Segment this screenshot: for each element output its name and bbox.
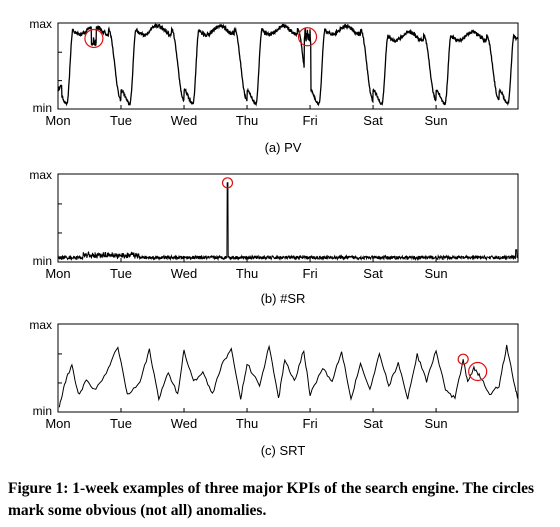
anomaly-circle <box>297 27 318 47</box>
plot-frame <box>57 173 519 263</box>
anomaly-circle <box>468 361 488 382</box>
x-tick-label: Sun <box>425 113 448 128</box>
x-tick-label: Fri <box>302 113 317 128</box>
x-tick-label: Mon <box>45 266 70 281</box>
x-tick-label: Tue <box>110 266 132 281</box>
x-tick-label: Thu <box>236 266 258 281</box>
x-tick-label: Sun <box>425 416 448 431</box>
x-tick-label: Mon <box>45 416 70 431</box>
x-tick-label: Sun <box>425 266 448 281</box>
plot-frame <box>57 323 519 413</box>
x-tick-label: Fri <box>302 416 317 431</box>
y-tick-label-min: min <box>33 254 52 268</box>
plot-frame <box>57 22 519 110</box>
x-tick-label: Wed <box>171 416 198 431</box>
panel-title: (a) PV <box>265 140 302 155</box>
series-line-srt <box>58 344 519 408</box>
x-tick-label: Mon <box>45 113 70 128</box>
series-line-sr <box>57 182 519 262</box>
x-tick-label: Tue <box>110 416 132 431</box>
panel-title: (b) #SR <box>261 291 306 306</box>
x-tick-label: Thu <box>236 113 258 128</box>
panel-title: (c) SRT <box>261 443 306 458</box>
x-tick-label: Fri <box>302 266 317 281</box>
figure-caption: Figure 1: 1-week examples of three major… <box>8 480 535 519</box>
x-tick-label: Sat <box>363 416 383 431</box>
anomaly-circle <box>457 353 469 365</box>
y-tick-label-max: max <box>29 17 52 31</box>
x-tick-label: Wed <box>171 113 198 128</box>
series-line-pv <box>57 23 519 107</box>
y-tick-label-max: max <box>29 318 52 332</box>
x-tick-label: Thu <box>236 416 258 431</box>
x-tick-label: Sat <box>363 266 383 281</box>
anomaly-circle <box>84 28 104 49</box>
x-tick-label: Wed <box>171 266 198 281</box>
y-tick-label-min: min <box>33 404 52 418</box>
x-tick-label: Sat <box>363 113 383 128</box>
anomaly-circle <box>221 177 234 189</box>
x-tick-label: Tue <box>110 113 132 128</box>
y-tick-label-max: max <box>29 168 52 182</box>
y-tick-label-min: min <box>33 101 52 115</box>
